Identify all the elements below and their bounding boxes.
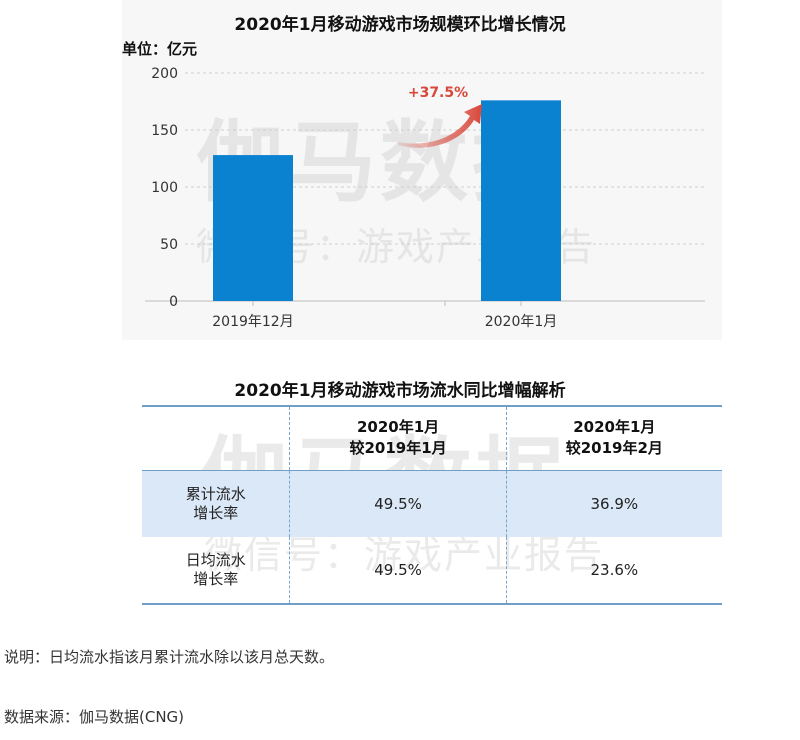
row-label: 累计流水 增长率: [142, 469, 290, 537]
x-tick-label: 2020年1月: [485, 314, 558, 330]
bar-1: [213, 155, 293, 301]
table-cell: 49.5%: [289, 469, 507, 537]
y-tick-label: 0: [169, 294, 178, 310]
table-cell: 49.5%: [289, 537, 507, 605]
table-header-row: 2020年1月 较2019年1月 2020年1月 较2019年2月: [142, 405, 722, 470]
table-row: 日均流水 增长率 49.5% 23.6%: [142, 537, 722, 605]
y-tick-label: 100: [151, 180, 178, 196]
table-title: 2020年1月移动游戏市场流水同比增幅解析: [234, 381, 566, 401]
header-empty: [142, 405, 290, 470]
y-tick-label: 200: [151, 66, 178, 82]
x-tick-label: 2019年12月: [212, 314, 293, 330]
chart-title: 2020年1月移动游戏市场规模环比增长情况: [234, 15, 566, 35]
source-text: 数据来源：伽马数据(CNG): [4, 708, 185, 726]
growth-annotation: +37.5%: [408, 85, 468, 101]
table-row: 累计流水 增长率 49.5% 36.9%: [142, 469, 722, 537]
y-tick-label: 150: [151, 123, 178, 139]
y-tick-label: 50: [160, 237, 178, 253]
note-text: 说明：日均流水指该月累计流水除以该月总天数。: [4, 648, 335, 666]
growth-arrow-icon: [398, 104, 482, 148]
table-cell: 36.9%: [505, 469, 722, 537]
table-cell: 23.6%: [505, 537, 722, 605]
bar-2: [481, 100, 561, 301]
growth-table: 2020年1月 较2019年1月 2020年1月 较2019年2月 累计流水 增…: [142, 405, 722, 605]
header-col-1: 2020年1月 较2019年1月: [289, 405, 507, 470]
unit-label: 单位：亿元: [122, 40, 198, 58]
header-col-2: 2020年1月 较2019年2月: [505, 405, 722, 470]
row-label: 日均流水 增长率: [142, 537, 290, 605]
bar-chart: 0 50 100 150 200 2019年12月 2020年1月 +37.5%: [145, 66, 705, 330]
